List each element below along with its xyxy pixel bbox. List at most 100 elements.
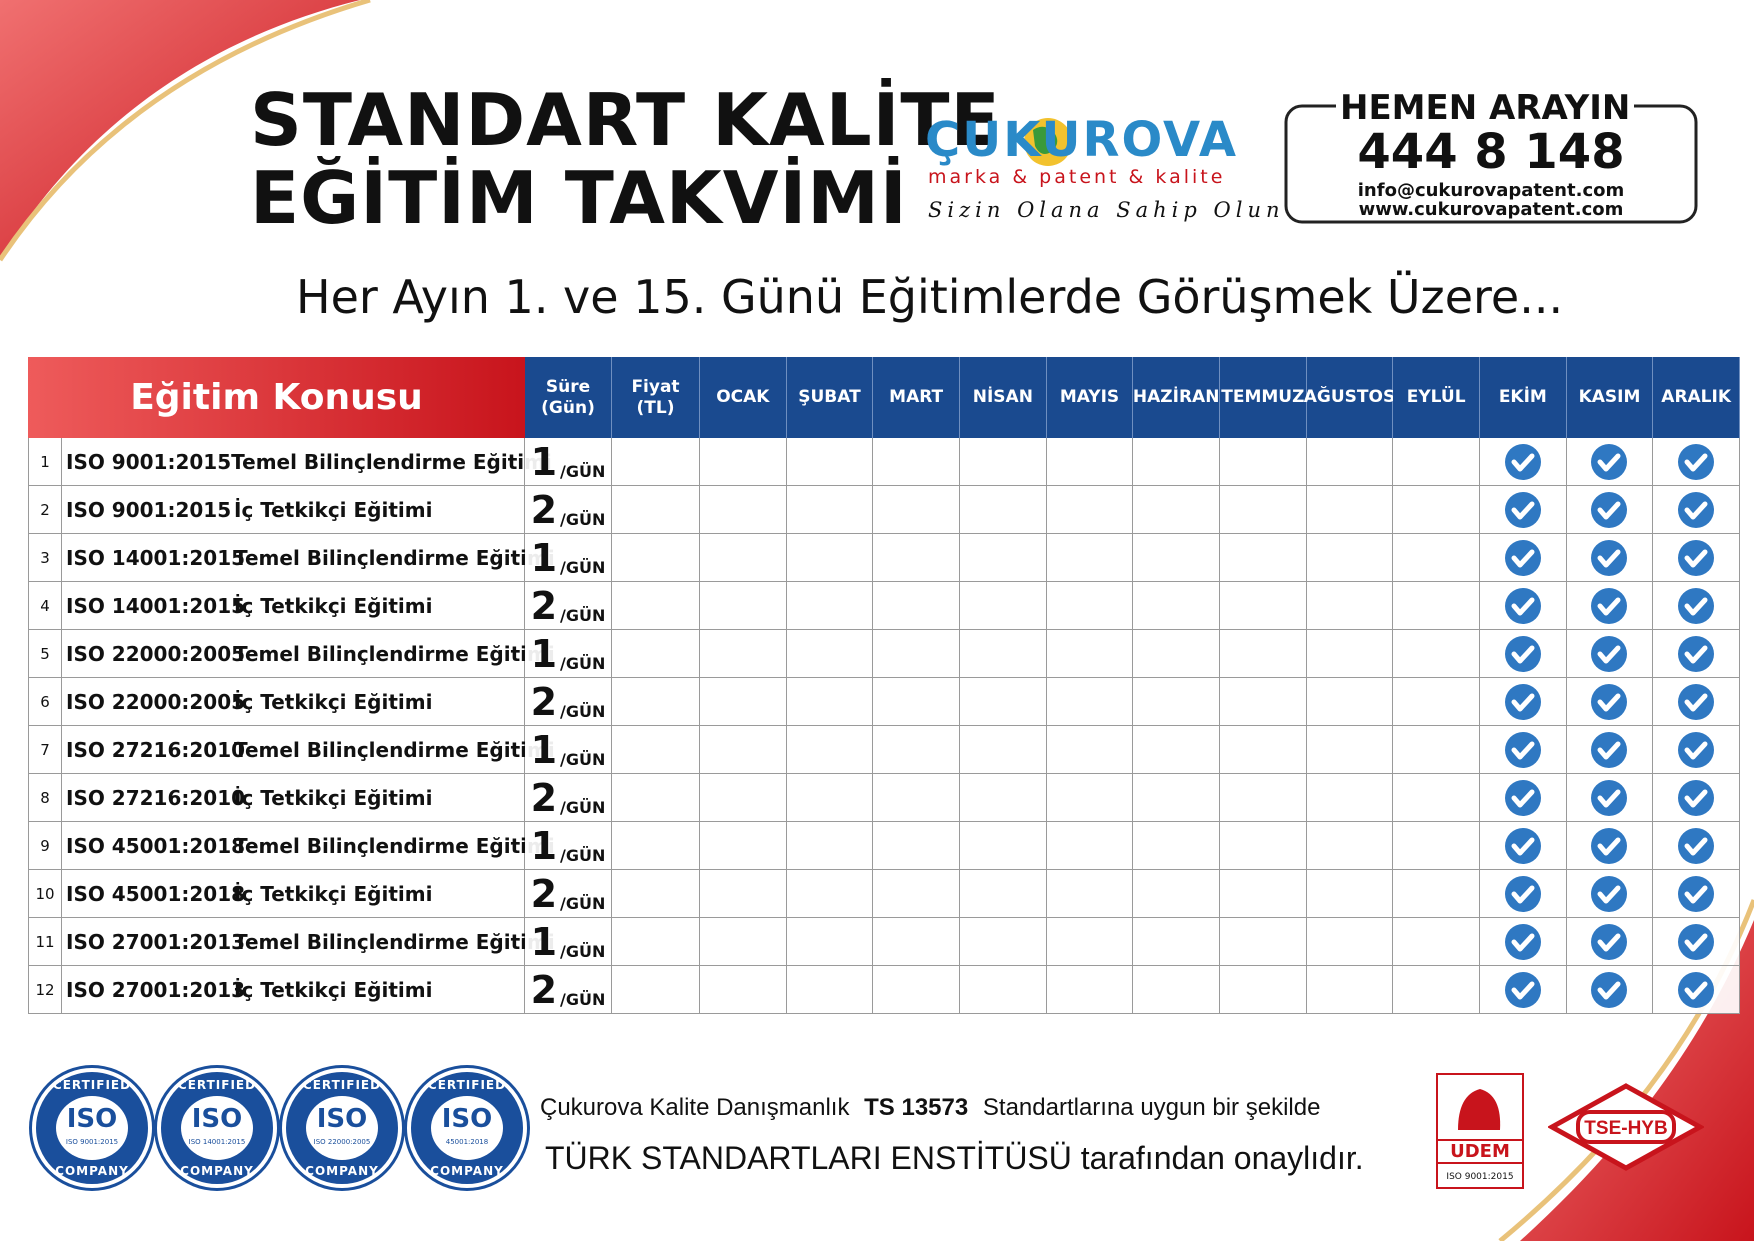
standard: ISO 14001:2015 <box>66 593 246 618</box>
month-cell <box>960 966 1047 1014</box>
month-cell <box>1133 678 1220 726</box>
row-number: 10 <box>28 870 62 918</box>
month-cell <box>700 678 787 726</box>
month-cell <box>700 534 787 582</box>
month-cell <box>1046 582 1134 630</box>
month-cell <box>1046 918 1134 966</box>
duration-cell: 2/GÜN <box>525 870 612 918</box>
month-cell <box>786 918 874 966</box>
check-icon <box>1591 443 1628 480</box>
month-cell <box>1133 630 1220 678</box>
month-cell <box>873 726 960 774</box>
standard: ISO 22000:2005 <box>66 641 246 666</box>
month-cell <box>1133 966 1220 1014</box>
duration-cell: 1/GÜN <box>525 918 612 966</box>
check-icon <box>1591 779 1628 816</box>
gold-stroke <box>0 0 371 262</box>
check-icon <box>1591 539 1628 576</box>
logo-name: ÇUKUROVA <box>925 112 1239 168</box>
month-cell <box>1566 630 1654 678</box>
udem-logo: UDEM ISO 9001:2015 <box>1436 1073 1524 1189</box>
check-icon <box>1678 971 1715 1008</box>
month-cell <box>1133 534 1220 582</box>
month-cell <box>786 486 874 534</box>
month-cell <box>1393 966 1480 1014</box>
month-cell <box>1133 726 1220 774</box>
month-cell <box>1393 534 1480 582</box>
duration: 2 <box>530 680 558 724</box>
header-cell: MAYIS <box>1046 357 1134 438</box>
month-cell <box>1566 726 1654 774</box>
month-cell <box>786 966 874 1014</box>
header-cell: TEMMUZ <box>1220 357 1307 438</box>
course: Temel Bilinçlendirme Eğitimi <box>234 929 555 954</box>
month-cell <box>700 822 787 870</box>
month-cell <box>786 678 874 726</box>
month-cell <box>1220 774 1307 822</box>
month-cell <box>960 774 1047 822</box>
standard: ISO 27216:2010 <box>66 737 246 762</box>
header-cell: ARALIK <box>1653 357 1740 438</box>
badge-mark: ISO <box>316 1104 368 1134</box>
month-cell <box>873 630 960 678</box>
row-number: 6 <box>28 678 62 726</box>
month-cell <box>960 678 1047 726</box>
tse-pill <box>1576 1110 1676 1144</box>
check-icon <box>1591 971 1628 1008</box>
month-cell <box>1220 822 1307 870</box>
month-cell <box>1220 726 1307 774</box>
month-cell <box>700 774 787 822</box>
standard: ISO 14001:2015 <box>66 545 246 570</box>
header-cell: MART <box>873 357 960 438</box>
month-cell <box>1046 774 1134 822</box>
iso-badge: CERTIFIED ISO ISO 9001:2015 COMPANY <box>32 1068 152 1188</box>
duration-unit: /GÜN <box>560 558 606 577</box>
iso-badge: CERTIFIED ISO ISO 14001:2015 COMPANY <box>157 1068 277 1188</box>
header-cell: AĞUSTOS <box>1304 357 1395 438</box>
month-cell <box>1046 966 1134 1014</box>
duration-cell: 2/GÜN <box>525 774 612 822</box>
month-cell <box>1046 678 1134 726</box>
month-cell <box>1046 726 1134 774</box>
badge-bottom: COMPANY <box>55 1164 129 1178</box>
duration-cell: 1/GÜN <box>525 534 612 582</box>
month-cell <box>1653 438 1740 486</box>
check-icon <box>1678 443 1715 480</box>
course: Temel Bilinçlendirme Eğitimi <box>234 833 555 858</box>
month-cell <box>1480 438 1567 486</box>
tse-text: TSE-HYB <box>1584 1118 1667 1139</box>
duration-cell: 2/GÜN <box>525 582 612 630</box>
month-cell <box>1566 486 1654 534</box>
month-cell <box>1306 726 1394 774</box>
month-cell <box>1046 438 1134 486</box>
month-cell <box>612 438 700 486</box>
month-cell <box>1306 774 1394 822</box>
duration-cell: 2/GÜN <box>525 678 612 726</box>
check-icon <box>1591 491 1628 528</box>
topic-cell: ISO 14001:2015 Temel Bilinçlendirme Eğiti… <box>62 534 555 582</box>
month-cell <box>1566 678 1654 726</box>
header-cell: EYLÜL <box>1393 357 1480 438</box>
duration: 1 <box>530 536 558 580</box>
row-number: 11 <box>28 918 62 966</box>
standard: ISO 27001:2013 <box>66 929 246 954</box>
month-cell <box>1566 438 1654 486</box>
month-cell <box>1133 918 1220 966</box>
udem-emblem <box>1458 1089 1501 1130</box>
check-icon <box>1504 827 1541 864</box>
month-cell <box>1653 678 1740 726</box>
row-number: 1 <box>28 438 62 486</box>
badge-bottom: COMPANY <box>430 1164 504 1178</box>
check-icon <box>1678 827 1715 864</box>
month-cell <box>873 966 960 1014</box>
course: İç Tetkikçi Eğitimi <box>234 497 433 522</box>
check-icon <box>1678 539 1715 576</box>
row-number: 5 <box>28 630 62 678</box>
month-cell <box>873 438 960 486</box>
approval-code: TS 13573 <box>864 1094 969 1121</box>
month-cell <box>1480 486 1567 534</box>
month-cell <box>1220 534 1307 582</box>
month-cell <box>1133 486 1220 534</box>
month-cell <box>1566 774 1654 822</box>
month-cell <box>1306 534 1394 582</box>
